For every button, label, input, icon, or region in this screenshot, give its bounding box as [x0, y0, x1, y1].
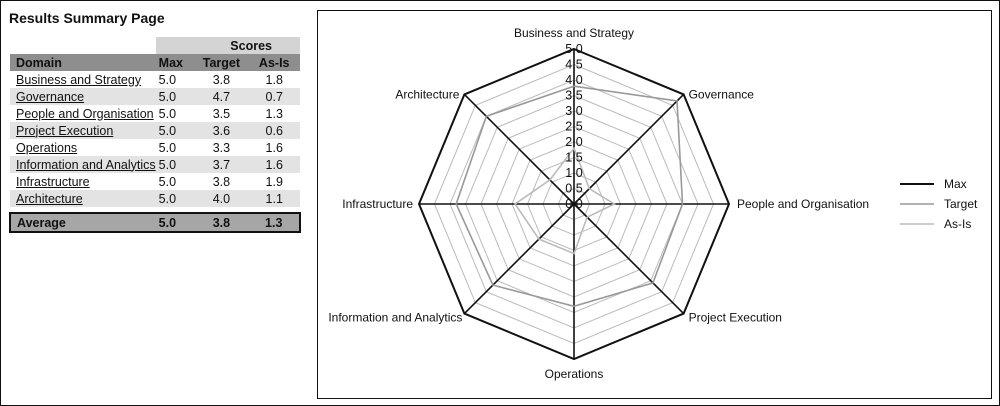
radial-tick-label: 5.0	[565, 42, 582, 56]
radial-tick-label: 4.5	[565, 58, 582, 72]
asis-cell: 1.9	[265, 174, 283, 189]
average-target: 3.8	[194, 212, 249, 233]
scores-table-container: Scores Domain Max Target As-Is Business …	[9, 37, 301, 233]
scores-group-header-row: Scores	[10, 37, 300, 54]
average-max: 5.0	[155, 212, 195, 233]
target-cell: 3.6	[194, 122, 249, 139]
series-line-max	[417, 47, 731, 361]
domain-cell[interactable]: Project Execution	[10, 122, 156, 139]
page-title: Results Summary Page	[9, 10, 165, 26]
radar-chart-panel: 0.0 0.5 1.0 1.5 2.0 2.5 3.0 3.5 4.0 4.5 5.0 Busines…	[317, 10, 992, 399]
domain-cell[interactable]: Information and Analytics	[10, 156, 156, 173]
legend-label: As-Is	[944, 217, 971, 231]
average-row: Average 5.0 3.8 1.3	[9, 212, 301, 233]
domain-link[interactable]: Architecture	[16, 191, 83, 206]
axis-spoke	[573, 93, 685, 205]
max-cell: 5.0	[158, 72, 177, 87]
table-row: Architecture 5.0 4.0 1.1	[10, 190, 300, 207]
domain-link[interactable]: Operations	[16, 140, 78, 155]
average-label: Average	[9, 212, 156, 233]
domain-link[interactable]: Project Execution	[16, 123, 114, 138]
radial-tick-label: 1.0	[565, 166, 582, 180]
table-row: Governance 5.0 4.7 0.7	[10, 88, 300, 105]
legend-label: Target	[944, 197, 978, 211]
target-cell: 4.0	[194, 190, 249, 207]
axis-spoke	[463, 93, 575, 205]
series-line-target	[455, 85, 684, 308]
category-label: Project Execution	[689, 311, 782, 325]
max-cell: 5.0	[155, 190, 195, 207]
radial-tick-label: 3.5	[565, 89, 582, 103]
max-cell: 5.0	[155, 156, 195, 173]
table-row: People and Organisation 5.0 3.5 1.3	[10, 105, 300, 122]
category-label: Business and Strategy	[514, 26, 634, 40]
target-cell: 4.7	[194, 88, 249, 105]
target-cell: 3.3	[212, 140, 231, 155]
asis-cell: 1.6	[265, 140, 283, 155]
domain-cell[interactable]: Infrastructure	[10, 173, 156, 190]
asis-cell: 1.3	[265, 106, 283, 121]
asis-cell: 1.8	[265, 72, 283, 87]
column-header-domain: Domain	[10, 54, 156, 71]
domain-link[interactable]: People and Organisation	[16, 106, 154, 121]
domain-cell[interactable]: Business and Strategy	[10, 71, 156, 88]
domain-cell[interactable]: Architecture	[10, 190, 156, 207]
domain-link[interactable]: Infrastructure	[16, 174, 90, 189]
category-label: Information and Analytics	[328, 311, 462, 325]
column-header-max: Max	[155, 54, 195, 71]
category-label: Governance	[689, 87, 755, 101]
max-cell: 5.0	[155, 88, 195, 105]
domain-link[interactable]: Governance	[16, 89, 85, 104]
asis-cell: 1.6	[248, 156, 300, 173]
scores-table: Scores Domain Max Target As-Is Business …	[9, 37, 301, 233]
radial-tick-label: 0.5	[565, 182, 582, 196]
column-header-asis: As-Is	[248, 54, 300, 71]
category-label: People and Organisation	[737, 197, 869, 211]
radar-chart: 0.00.5 1.01.5 2.02.5 3.03.5 4.04.5 5.0 Busines…	[328, 26, 978, 381]
category-label: Architecture	[395, 87, 459, 101]
asis-cell: 0.7	[248, 88, 300, 105]
category-label: Operations	[545, 367, 604, 381]
radial-tick-label: 1.5	[565, 151, 582, 165]
max-cell: 5.0	[155, 122, 195, 139]
table-row: Infrastructure 5.0 3.8 1.9	[10, 173, 300, 190]
asis-cell: 1.1	[248, 190, 300, 207]
domain-cell[interactable]: People and Organisation	[10, 105, 156, 122]
legend-label: Max	[944, 177, 967, 191]
column-header-target: Target	[194, 54, 249, 71]
max-cell: 5.0	[158, 140, 177, 155]
radial-tick-label: 0.0	[565, 197, 582, 211]
category-label: Infrastructure	[342, 197, 413, 211]
scores-group-header: Scores	[155, 37, 300, 54]
table-row: Operations 5.0 3.3 1.6	[10, 139, 300, 156]
table-row: Information and Analytics 5.0 3.7 1.6	[10, 156, 300, 173]
max-cell: 5.0	[158, 174, 177, 189]
radial-tick-label: 2.0	[565, 135, 582, 149]
target-cell: 3.8	[212, 174, 231, 189]
domain-link[interactable]: Business and Strategy	[16, 72, 142, 87]
column-header-row: Domain Max Target As-Is	[10, 54, 300, 71]
header-blank-cell	[10, 37, 156, 54]
radial-tick-label: 2.5	[565, 120, 582, 134]
target-cell: 3.7	[194, 156, 249, 173]
target-cell: 3.8	[212, 72, 231, 87]
radial-tick-label: 3.0	[565, 104, 582, 118]
table-row: Project Execution 5.0 3.6 0.6	[10, 122, 300, 139]
table-row: Business and Strategy 5.0 3.8 1.8	[10, 71, 300, 88]
max-cell: 5.0	[158, 106, 177, 121]
asis-cell: 0.6	[248, 122, 300, 139]
target-cell: 3.5	[212, 106, 231, 121]
axis-spoke	[573, 203, 685, 315]
domain-cell[interactable]: Operations	[10, 139, 156, 156]
domain-link[interactable]: Information and Analytics	[16, 157, 156, 172]
domain-cell[interactable]: Governance	[10, 88, 156, 105]
radial-tick-label: 4.0	[565, 73, 582, 87]
axis-spoke	[463, 203, 575, 315]
series-line-as-is	[513, 146, 616, 255]
average-asis: 1.3	[248, 212, 301, 233]
